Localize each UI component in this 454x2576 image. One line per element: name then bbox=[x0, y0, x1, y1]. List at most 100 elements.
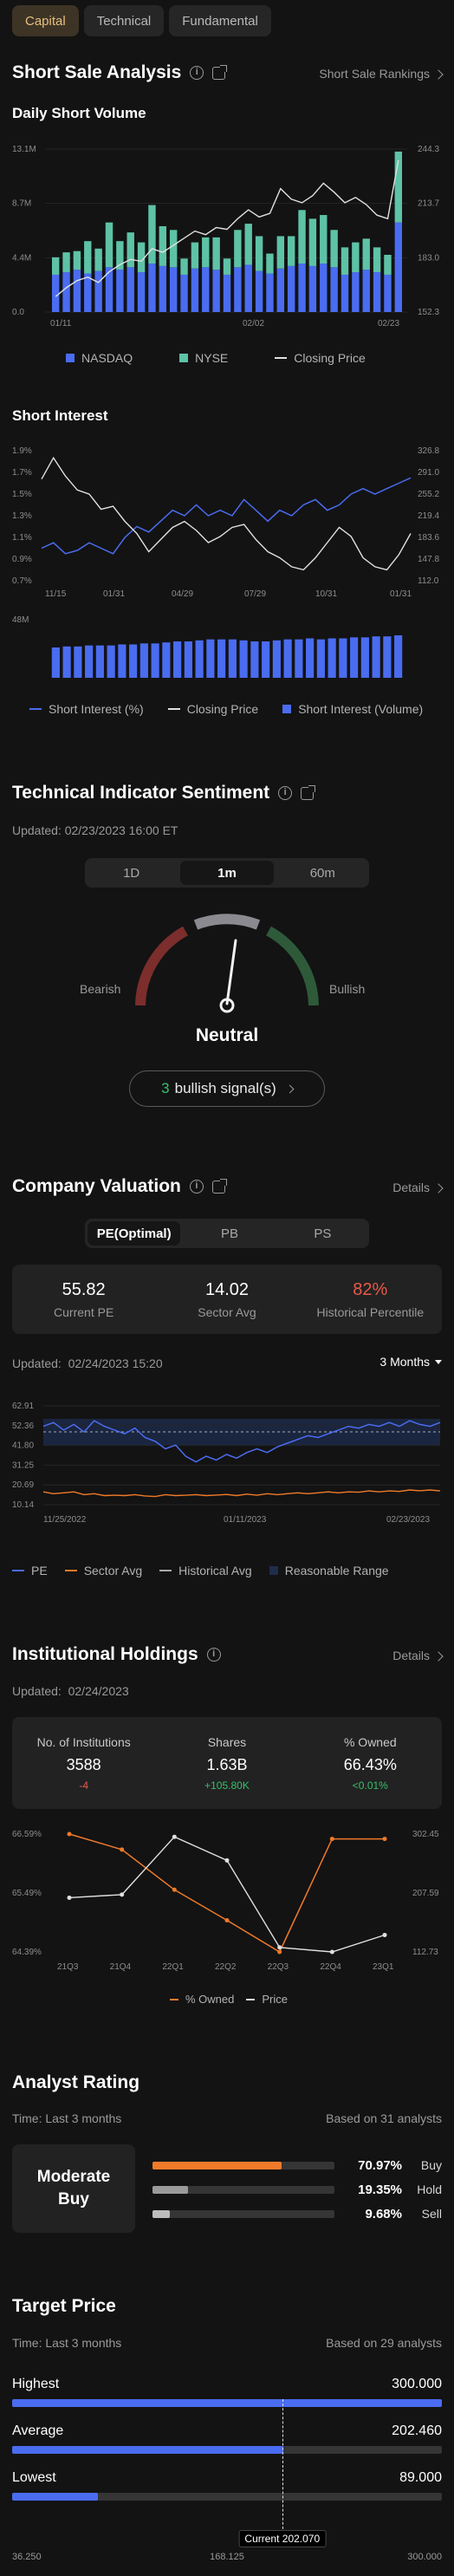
info-icon[interactable]: i bbox=[189, 1180, 204, 1194]
x-tick: 04/29 bbox=[172, 589, 193, 599]
analyst-title: Analyst Rating bbox=[12, 2072, 140, 2092]
y-tick: 20.69 bbox=[12, 1480, 34, 1490]
analyst-row-sell: 9.68% Sell bbox=[152, 2202, 442, 2226]
short-interest-volume-bar bbox=[85, 645, 94, 678]
share-icon[interactable] bbox=[212, 64, 228, 80]
owned-point bbox=[120, 1847, 125, 1852]
owned-cell: % Owned 66.43% <0.01% bbox=[299, 1735, 442, 1792]
short-interest-volume-bar bbox=[360, 637, 369, 678]
info-icon[interactable]: i bbox=[206, 1648, 221, 1662]
bullish-signals-button[interactable]: 3 bullish signal(s) bbox=[129, 1070, 325, 1107]
share-icon[interactable] bbox=[211, 1178, 227, 1194]
sector-avg-label: Sector Avg bbox=[198, 1304, 256, 1319]
short-sale-header: Short Sale Analysis i bbox=[12, 62, 228, 83]
scale-min: 36.250 bbox=[12, 2552, 42, 2562]
y-tick-left: 1.3% bbox=[12, 511, 32, 521]
current-pe-cell: 55.82 Current PE bbox=[12, 1280, 155, 1319]
legend-short-interest-pct: Short Interest (%) bbox=[29, 702, 144, 716]
x-tick: 22Q1 bbox=[162, 1962, 184, 1972]
scale-mid: 168.125 bbox=[210, 2552, 244, 2562]
nyse-bar bbox=[212, 237, 220, 270]
gauge-bearish-arc bbox=[135, 926, 189, 1006]
info-icon[interactable]: i bbox=[278, 786, 293, 800]
institutional-updated: Updated: 02/24/2023 bbox=[12, 1684, 129, 1698]
nyse-bar bbox=[62, 252, 70, 273]
institutional-legend: % Owned Price bbox=[170, 1993, 288, 2006]
nasdaq-bar bbox=[126, 267, 134, 312]
institutional-header: Institutional Holdings i bbox=[12, 1644, 221, 1665]
period-1m[interactable]: 1m bbox=[180, 861, 274, 885]
daily-short-volume-chart: 13.1M 244.3 8.7M 213.7 4.4M 183.0 0.0 152.3 01/1… bbox=[12, 145, 439, 329]
x-tick: 23Q1 bbox=[373, 1962, 394, 1972]
y-tick-right: 112.73 bbox=[412, 1948, 438, 1957]
nyse-bar bbox=[159, 225, 167, 266]
period-1d[interactable]: 1D bbox=[123, 865, 140, 881]
short-interest-volume-bar bbox=[107, 645, 115, 678]
target-title: Target Price bbox=[12, 2296, 116, 2316]
chevron-right-icon bbox=[433, 69, 444, 80]
y-tick-right: 244.3 bbox=[418, 145, 439, 154]
price-point bbox=[382, 1932, 387, 1937]
nyse-bar bbox=[373, 247, 381, 273]
short-interest-volume-bar bbox=[383, 636, 392, 678]
caret-down-icon bbox=[435, 1359, 442, 1364]
short-interest-chart: 1.9% 326.8 1.7% 291.0 1.5% 255.2 1.3% 219.4 1.1%… bbox=[12, 446, 439, 678]
target-row-label: Lowest bbox=[12, 2470, 56, 2485]
rating-pct: 19.35% bbox=[358, 2182, 402, 2197]
range-dropdown[interactable]: 3 Months bbox=[379, 1355, 442, 1369]
rating-bar-track bbox=[152, 2161, 334, 2169]
pe-line bbox=[42, 1420, 441, 1463]
tab-technical[interactable]: Technical bbox=[83, 5, 165, 36]
nasdaq-bar bbox=[340, 274, 349, 312]
nyse-bar bbox=[223, 258, 231, 275]
tab-fundamental[interactable]: Fundamental bbox=[169, 5, 271, 36]
nyse-bar bbox=[105, 222, 114, 268]
share-icon[interactable] bbox=[301, 784, 316, 800]
pe-legend: PE Sector Avg Historical Avg Reasonable … bbox=[12, 1564, 389, 1577]
y-tick-right: 147.8 bbox=[418, 555, 439, 564]
historical-percentile-value: 82% bbox=[353, 1279, 388, 1299]
rating-bar-track bbox=[152, 2185, 334, 2194]
info-icon[interactable]: i bbox=[190, 66, 204, 80]
institutional-details-link[interactable]: Details bbox=[392, 1649, 444, 1662]
period-60m[interactable]: 60m bbox=[309, 865, 335, 881]
nasdaq-bar bbox=[191, 268, 199, 312]
short-interest-volume-bar bbox=[173, 641, 182, 678]
tech-updated: Updated: 02/23/2023 16:00 ET bbox=[12, 823, 178, 837]
y-tick: 10.14 bbox=[12, 1500, 34, 1510]
target-bar-fill bbox=[12, 2399, 442, 2407]
metric-pb[interactable]: PB bbox=[220, 1226, 238, 1241]
metric-ps[interactable]: PS bbox=[314, 1226, 332, 1241]
metric-pe[interactable]: PE(Optimal) bbox=[88, 1221, 181, 1246]
consensus-line2: Buy bbox=[58, 2190, 89, 2208]
y-tick-right: 255.2 bbox=[418, 490, 439, 499]
target-row-highest: Highest 300.000 bbox=[12, 2377, 442, 2423]
nyse-bar bbox=[73, 250, 81, 270]
price-point bbox=[277, 1945, 282, 1950]
short-interest-volume-bar bbox=[283, 639, 292, 678]
valuation-details-link[interactable]: Details bbox=[392, 1181, 444, 1194]
pe-chart: 62.91 52.36 41.80 31.25 20.69 10.14 11/25/2022… bbox=[12, 1402, 441, 1525]
nyse-bar bbox=[384, 254, 392, 275]
rating-label: Hold bbox=[417, 2182, 442, 2196]
tab-capital[interactable]: Capital bbox=[12, 5, 79, 36]
short-interest-volume-bar bbox=[262, 641, 270, 678]
legend-pe: PE bbox=[12, 1564, 48, 1577]
nyse-bar bbox=[320, 215, 328, 264]
nyse-bar bbox=[116, 241, 124, 270]
institutional-chart: 66.59% 302.45 65.49% 207.59 64.39% 112.73 21Q3… bbox=[12, 1830, 439, 1972]
y-tick-left: 8.7M bbox=[12, 199, 31, 209]
rating-pct: 9.68% bbox=[365, 2206, 402, 2221]
target-row-value: 202.460 bbox=[392, 2423, 442, 2438]
valuation-metric-selector: PE(Optimal) PB PS bbox=[85, 1219, 369, 1248]
y-tick-right: 326.8 bbox=[418, 446, 439, 456]
y-tick-left: 1.1% bbox=[12, 533, 32, 543]
short-sale-rankings-link[interactable]: Short Sale Rankings bbox=[319, 67, 444, 81]
sector-avg-cell: 14.02 Sector Avg bbox=[155, 1280, 298, 1319]
y-tick-left: 65.49% bbox=[12, 1889, 42, 1898]
volume-axis-label: 48M bbox=[12, 615, 29, 625]
short-interest-volume-bar bbox=[206, 639, 215, 678]
tech-title: Technical Indicator Sentiment bbox=[12, 783, 270, 803]
legend-reasonable-range: Reasonable Range bbox=[269, 1564, 389, 1577]
x-tick: 22Q2 bbox=[215, 1962, 237, 1972]
